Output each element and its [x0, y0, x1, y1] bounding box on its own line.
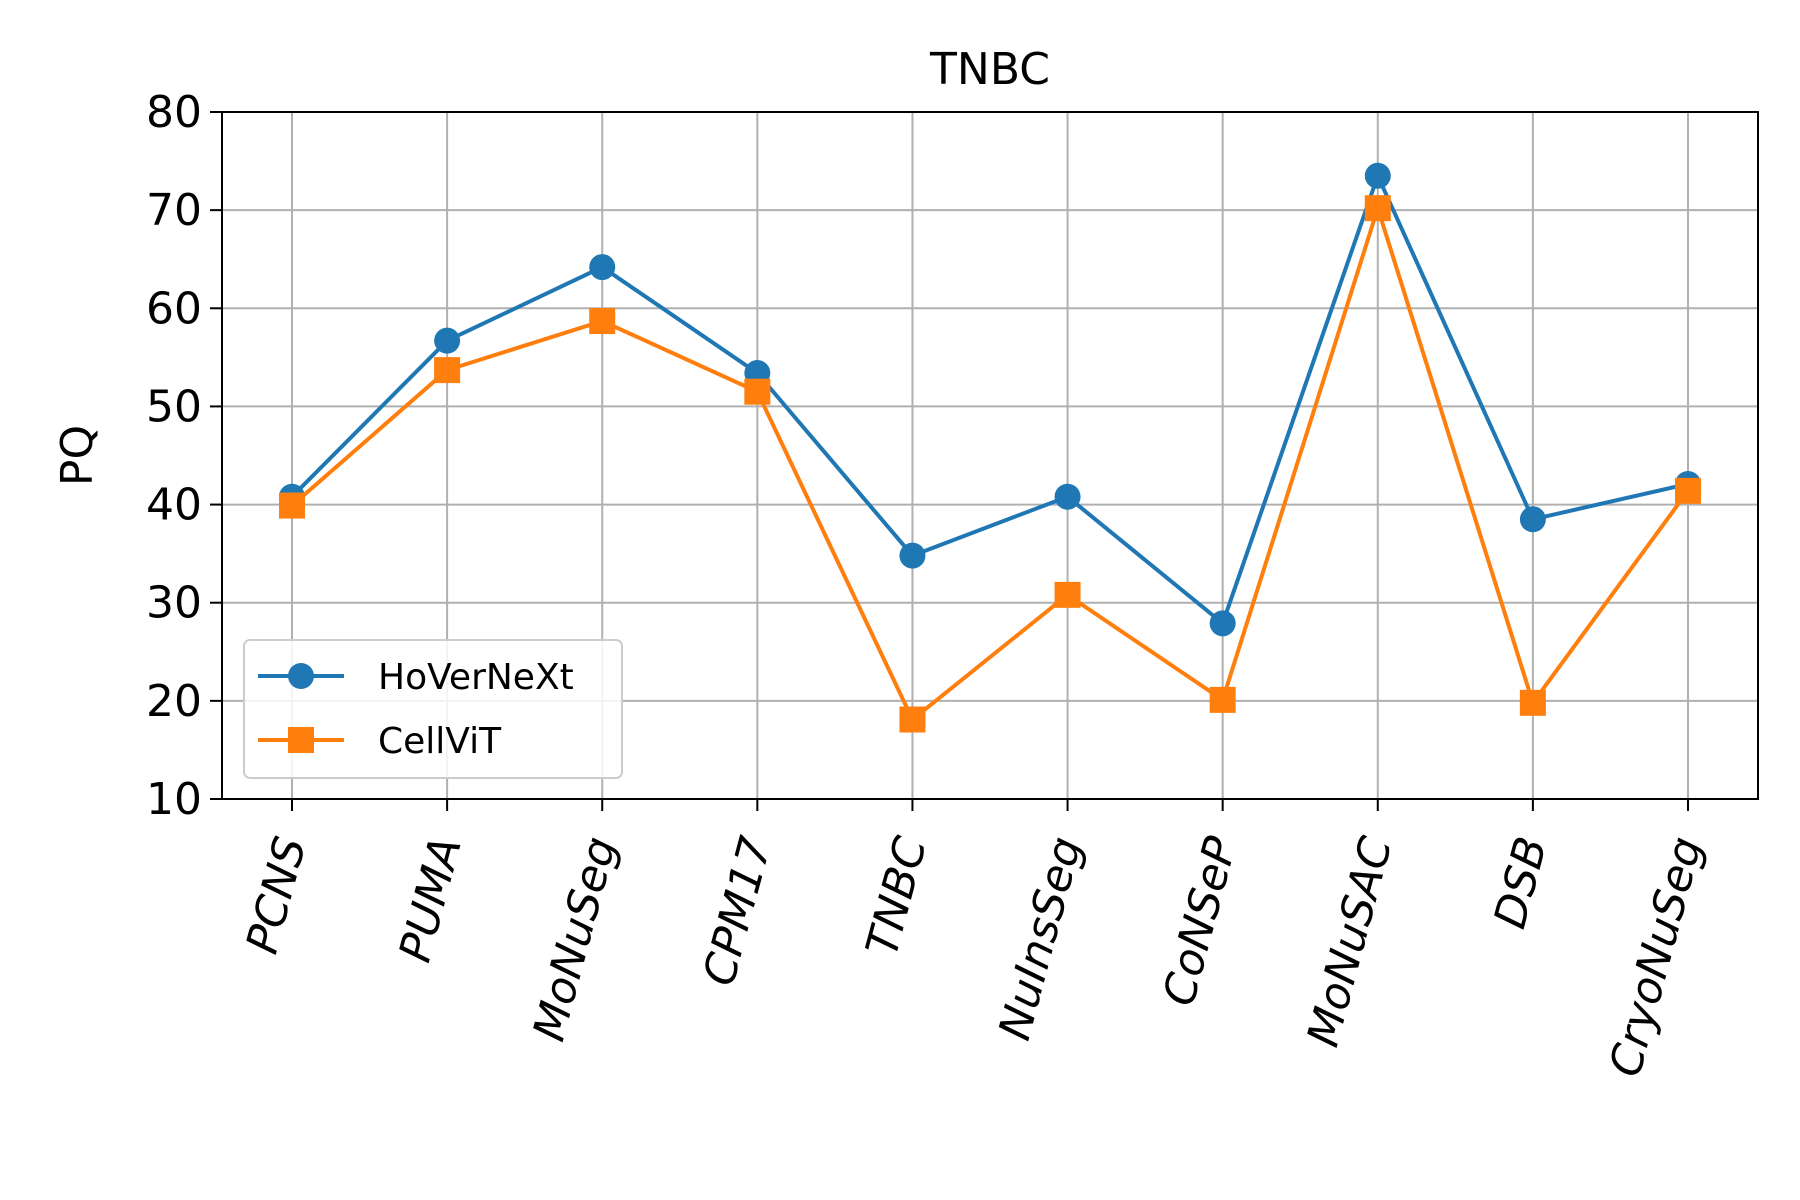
y-tick-label: 30: [146, 578, 202, 629]
data-point: [744, 378, 771, 405]
y-tick-label: 70: [146, 185, 202, 236]
chart-title: TNBC: [929, 44, 1050, 95]
y-axis: 10 20 30 40 50 60 70 80: [146, 87, 222, 825]
data-point: [279, 492, 305, 519]
series-line: [290, 173, 1689, 626]
data-point: [1519, 506, 1546, 533]
legend-item: HoVerNeXt: [258, 657, 574, 698]
data-point: [899, 706, 926, 733]
y-tick-label: 60: [146, 283, 202, 334]
legend-item: CellViT: [258, 721, 502, 762]
legend-label: HoVerNeXt: [378, 657, 574, 698]
data-point: [1209, 610, 1236, 637]
legend: HoVerNeXt CellViT: [243, 639, 623, 779]
data-point: [1054, 581, 1081, 608]
data-point: [1209, 686, 1236, 713]
data-point: [1364, 162, 1391, 189]
data-point: [899, 542, 926, 569]
data-point: [589, 254, 616, 281]
data-point: [434, 327, 461, 354]
y-tick-label: 10: [146, 774, 202, 825]
data-point: [589, 308, 616, 335]
y-tick-label: 40: [146, 480, 202, 531]
legend-label: CellViT: [378, 721, 502, 762]
legend-marker: [288, 663, 314, 689]
data-point: [434, 357, 461, 384]
data-point: [1364, 195, 1391, 222]
series-CellViT: [279, 195, 1701, 733]
y-tick-label: 80: [146, 87, 202, 138]
y-tick-label: 20: [146, 676, 202, 727]
legend-marker: [288, 727, 314, 753]
data-point: [1519, 689, 1546, 716]
plot-frame: [221, 111, 1759, 800]
series-HoVerNeXt: [279, 162, 1701, 637]
grid: [222, 111, 1758, 800]
series-line: [290, 206, 1690, 722]
series-layer: [279, 162, 1701, 733]
data-point: [1675, 477, 1701, 504]
data-point: [1054, 483, 1081, 510]
y-axis-label: PQ: [52, 425, 103, 486]
y-tick-label: 50: [146, 381, 202, 432]
